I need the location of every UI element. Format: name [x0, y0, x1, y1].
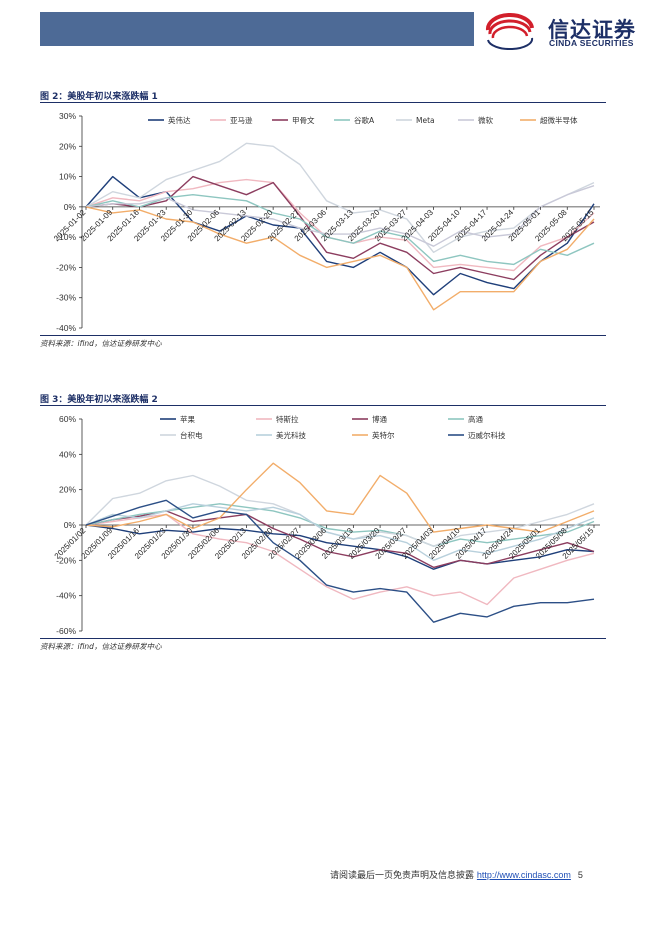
series-line-3 [85, 510, 595, 569]
y-tick-label: -40% [56, 323, 76, 333]
legend-label: 博通 [372, 414, 387, 424]
y-tick-label: 30% [59, 111, 76, 121]
series-line-6 [85, 503, 595, 562]
y-tick-label: 20% [59, 141, 76, 151]
figure-2-bottom-rule [40, 335, 606, 336]
logo-name-cn: 信达证券 [548, 18, 636, 42]
y-tick-label: 10% [59, 172, 76, 182]
figure-3-chart: -60%-40%-20%0%20%40%60%2025/01/022025/01… [53, 414, 600, 636]
page-number: 5 [577, 870, 583, 880]
figure-2-title: 图 2：美股年初以来涨跌幅 1 [40, 92, 158, 102]
figure-2-top-rule [40, 102, 606, 103]
figure-2-chart: -40%-30%-20%-10%0%10%20%30%2025-01-02202… [52, 111, 600, 333]
legend-label: 台积电 [180, 430, 203, 440]
figure-3-title: 图 3：美股年初以来涨跌幅 2 [40, 395, 158, 405]
y-tick-label: 20% [59, 485, 76, 495]
legend-label: 迈威尔科技 [468, 430, 506, 440]
footer-disclaimer: 请阅读最后一页免责声明及信息披露 [330, 871, 475, 881]
series-line-4 [85, 193, 595, 266]
logo-name-en: CINDA SECURITIES [549, 38, 634, 48]
legend-label: 高通 [468, 414, 483, 424]
series-line-6 [85, 185, 595, 247]
legend-label: 微软 [478, 115, 493, 125]
y-tick-label: -30% [56, 293, 76, 303]
figure-3-top-rule [40, 405, 606, 406]
legend-label: 甲骨文 [292, 115, 315, 125]
footer: 请阅读最后一页免责声明及信息披露 http://www.cindasc.com … [330, 868, 583, 881]
cinda-logo-icon [485, 13, 534, 50]
figure-3-bottom-rule [40, 638, 606, 639]
y-tick-label: 60% [59, 414, 76, 424]
y-tick-label: 40% [59, 449, 76, 459]
legend-label: 美光科技 [276, 430, 306, 440]
legend-label: 超微半导体 [540, 115, 578, 125]
y-tick-label: -10% [56, 232, 76, 242]
y-tick-label: 0% [64, 202, 77, 212]
figure-2-source: 资料来源：ifind，信达证券研发中心 [40, 339, 162, 348]
y-tick-label: 0% [64, 520, 77, 530]
series-line-1 [85, 524, 595, 570]
legend-label: 谷歌A [354, 115, 375, 125]
series-line-7 [85, 462, 595, 533]
legend-label: 亚马逊 [230, 115, 253, 125]
legend-label: 英伟达 [168, 115, 191, 125]
series-line-8 [85, 499, 595, 623]
legend-label: 英特尔 [372, 430, 395, 440]
y-tick-label: -40% [56, 591, 76, 601]
y-tick-label: -20% [56, 262, 76, 272]
figure-3-source: 资料来源：ifind，信达证券研发中心 [40, 642, 162, 651]
legend-label: 特斯拉 [276, 414, 299, 424]
series-line-5 [85, 142, 595, 254]
legend-label: 苹果 [180, 414, 195, 424]
footer-url-link[interactable]: http://www.cindasc.com [476, 870, 571, 880]
y-tick-label: -20% [56, 555, 76, 565]
series-line-7 [85, 206, 595, 311]
legend-label: Meta [416, 116, 435, 125]
series-line-2 [85, 513, 595, 606]
header-bar [40, 12, 474, 46]
y-tick-label: -60% [56, 626, 76, 636]
